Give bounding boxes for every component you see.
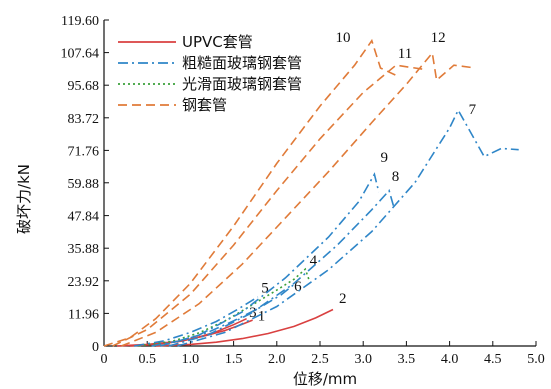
x-tick-label: 4.0 [441, 352, 459, 367]
x-tick-label: 0 [101, 352, 108, 367]
y-tick-label: 11.96 [68, 307, 99, 322]
curve-label-6: 6 [294, 279, 302, 295]
x-tick-label: 5.0 [527, 352, 545, 367]
curve-label-10: 10 [336, 30, 351, 46]
curve-label-9: 9 [380, 150, 388, 166]
series-line-2 [155, 308, 334, 347]
curve-label-11: 11 [398, 46, 412, 62]
curve-label-4: 4 [310, 253, 318, 269]
legend-label: UPVC套管 [182, 33, 253, 51]
curve-label-5: 5 [261, 281, 269, 297]
y-axis-ticks: 0 11.96 23.92 35.88 47.84 59.88 71.76 83.72 95.6… [61, 14, 109, 355]
series-line-10 [103, 38, 399, 347]
legend-label: 光滑面玻璃钢套管 [182, 75, 302, 93]
curve-label-8: 8 [392, 169, 400, 185]
legend-label: 钢套管 [182, 96, 227, 114]
legend-label: 粗糙面玻璃钢套管 [182, 54, 302, 72]
series-line-12 [121, 51, 476, 347]
y-tick-label: 47.84 [68, 210, 100, 225]
x-tick-label: 2.0 [268, 352, 286, 367]
y-tick-label: 23.92 [68, 275, 100, 290]
curve-label-1: 1 [258, 308, 266, 324]
series-line-9 [159, 172, 380, 347]
series-line-8 [168, 188, 395, 347]
series-line-4 [138, 267, 310, 347]
y-tick-label: 83.72 [68, 112, 100, 127]
curve-label-3: 3 [249, 305, 256, 321]
x-tick-label: 3.0 [354, 352, 372, 367]
x-tick-label: 1.0 [182, 352, 200, 367]
y-tick-label: 119.60 [61, 14, 99, 29]
y-tick-label: 71.76 [68, 144, 100, 159]
series-line-11 [112, 64, 424, 347]
axes [103, 20, 536, 347]
y-tick-label: 59.88 [68, 177, 100, 192]
y-tick-label: 107.64 [61, 47, 100, 62]
series-line-5 [134, 296, 259, 347]
x-axis-title: 位移/mm [293, 370, 357, 388]
series-line-6 [151, 283, 295, 347]
curve-label-2: 2 [339, 291, 347, 307]
series-line-7 [177, 108, 519, 347]
x-axis-ticks: 0 0.5 1.0 1.5 2.0 2.5 3.0 3.5 4.0 4.5 5.0 [101, 341, 545, 367]
x-tick-label: 3.5 [398, 352, 416, 367]
x-tick-label: 4.5 [484, 352, 502, 367]
y-tick-label: 35.88 [68, 242, 100, 257]
series-line-3 [129, 317, 247, 347]
x-tick-label: 0.5 [138, 352, 156, 367]
x-tick-label: 2.5 [311, 352, 329, 367]
x-tick-label: 1.5 [225, 352, 243, 367]
y-tick-label: 0 [92, 340, 99, 355]
curve-label-7: 7 [469, 102, 477, 118]
y-axis-title: 破坏力/kN [15, 164, 33, 234]
curve-label-12: 12 [431, 30, 446, 46]
y-tick-label: 95.68 [68, 79, 100, 94]
